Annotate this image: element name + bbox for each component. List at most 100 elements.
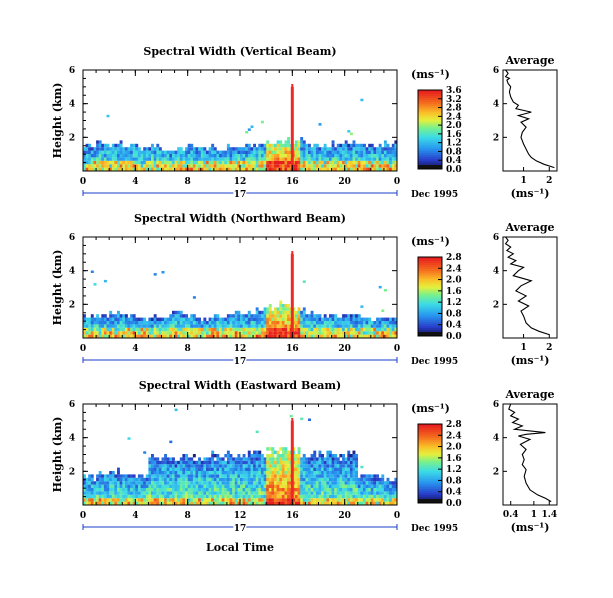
heatmap-cell — [151, 481, 154, 485]
heatmap-cell — [132, 143, 136, 148]
heatmap-cell — [185, 454, 189, 458]
heatmap-cell — [179, 317, 183, 321]
heatmap-cell — [200, 460, 204, 465]
heatmap-cell — [373, 494, 377, 499]
heatmap-cell — [331, 317, 335, 321]
x-tick-label: 16 — [286, 511, 299, 521]
heatmap-cell — [334, 331, 338, 335]
heatmap-cell — [263, 160, 267, 165]
heatmap-cell — [103, 491, 107, 495]
heatmap-cell — [237, 321, 241, 325]
heatmap-cell — [336, 324, 340, 328]
profile-y-tick-label: 6 — [493, 233, 499, 243]
heatmap-cell — [352, 477, 356, 482]
heatmap-cell — [242, 321, 246, 325]
heatmap-cell — [169, 327, 173, 332]
heatmap-cell — [93, 167, 97, 171]
profile-x-tick-label: 0.4 — [503, 510, 519, 520]
heatmap-cell — [234, 160, 238, 165]
heatmap-cell — [363, 157, 366, 161]
heatmap-cell — [334, 498, 338, 502]
heatmap-cell — [268, 457, 272, 461]
heatmap-cell — [253, 147, 257, 151]
heatmap-cell — [234, 484, 238, 488]
heatmap-cell — [365, 157, 369, 161]
heatmap-cell — [347, 130, 351, 133]
heatmap-cell — [106, 154, 110, 158]
heatmap-cell — [226, 160, 230, 165]
heatmap-cell — [122, 488, 126, 492]
heatmap-cell — [169, 164, 173, 168]
heatmap-cell — [140, 327, 144, 332]
heatmap-cell — [313, 464, 317, 468]
heatmap-cell — [135, 488, 139, 492]
heatmap-cell — [114, 327, 118, 332]
heatmap-cell — [135, 317, 139, 321]
heatmap-cell — [381, 498, 385, 502]
heatmap-cell — [334, 167, 338, 171]
heatmap-cell — [339, 498, 343, 502]
heatmap-cell — [190, 143, 194, 148]
heatmap-cell — [166, 467, 170, 471]
heatmap-cell — [229, 467, 233, 471]
heatmap-cell — [373, 321, 377, 325]
heatmap-cell — [258, 464, 262, 468]
heatmap-cell — [242, 498, 246, 502]
heatmap-cell — [203, 491, 207, 495]
heatmap-cell — [329, 501, 332, 505]
heatmap-cell — [315, 317, 319, 321]
heatmap-cell — [93, 324, 97, 328]
heatmap-cell — [226, 457, 230, 461]
heatmap-cell — [182, 464, 186, 468]
heatmap-cell — [363, 488, 366, 492]
colorbar-swatch — [418, 286, 442, 290]
heatmap-cell — [117, 471, 120, 475]
heatmap-cell — [187, 160, 191, 165]
heatmap-cell — [329, 474, 332, 478]
heatmap-cell — [268, 160, 272, 165]
heatmap-cell — [342, 464, 346, 468]
heatmap-cell — [287, 471, 291, 475]
heatmap-cell — [208, 150, 212, 154]
heatmap-cell — [98, 164, 102, 168]
heatmap-cell — [140, 501, 144, 505]
heatmap-cell — [240, 481, 243, 485]
heatmap-cell — [294, 454, 298, 458]
heatmap-cell — [151, 454, 154, 458]
heatmap-cell — [206, 160, 209, 165]
heatmap-cell — [96, 491, 100, 495]
heatmap-cell — [247, 327, 251, 332]
heatmap-cell — [347, 167, 351, 171]
heatmap-cell — [266, 331, 270, 335]
heatmap-cell — [88, 160, 92, 165]
heatmap-cell — [352, 491, 356, 495]
heatmap-cell — [169, 481, 173, 485]
heatmap-cell — [279, 160, 283, 165]
heatmap-cell — [347, 321, 351, 325]
heatmap-cell — [213, 157, 217, 161]
heatmap-cell — [206, 501, 209, 505]
heatmap-cell — [315, 167, 319, 171]
heatmap-cell — [88, 488, 92, 492]
heatmap-cell — [83, 481, 86, 485]
heatmap-cell — [208, 157, 212, 161]
heatmap-cell — [255, 474, 259, 478]
heatmap-cell — [313, 477, 317, 482]
heatmap-cell — [234, 477, 238, 482]
colorbar-tick-label: 0.4 — [446, 321, 462, 331]
heatmap-cell — [109, 310, 113, 315]
heatmap-cell — [135, 491, 139, 495]
heatmap-cell — [255, 498, 259, 502]
heatmap-cell — [336, 464, 340, 468]
heatmap-cell — [321, 321, 325, 325]
heatmap-cell — [229, 474, 233, 478]
heatmap-cell — [274, 314, 277, 318]
heatmap-cell — [106, 143, 110, 148]
heatmap-cell — [321, 488, 325, 492]
heatmap-cell — [289, 414, 293, 418]
heatmap-cell — [323, 467, 327, 471]
heatmap-cell — [103, 484, 107, 488]
colorbar-swatch — [418, 465, 442, 468]
x-tick-label: 8 — [185, 511, 191, 521]
heatmap-cell — [263, 467, 267, 471]
